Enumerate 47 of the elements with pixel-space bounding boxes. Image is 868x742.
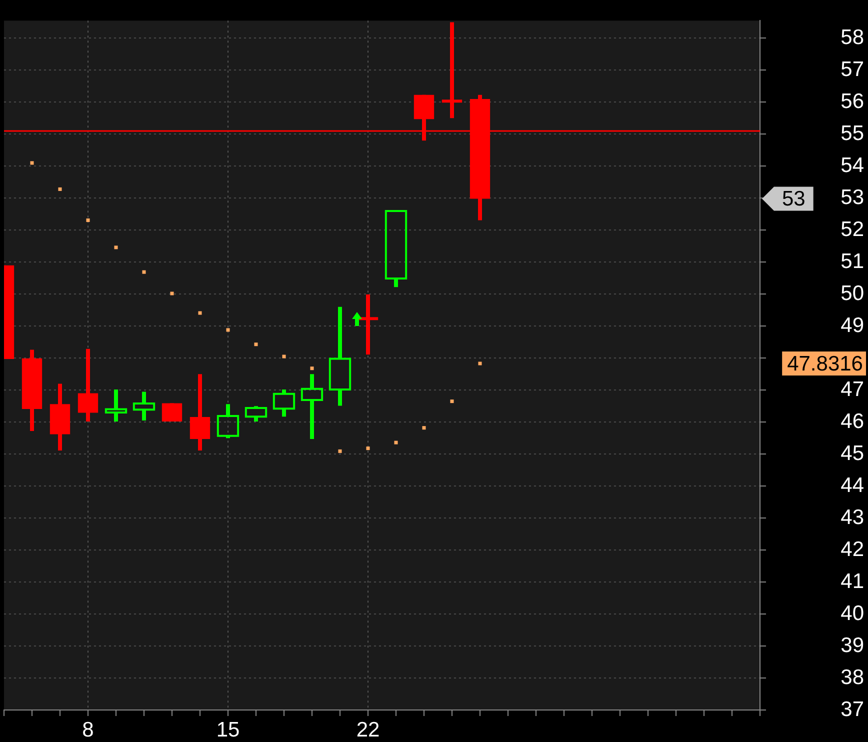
point [170, 292, 174, 296]
y-tick-label: 54 [840, 154, 864, 177]
y-tick-label: 45 [840, 442, 864, 465]
x-tick-label: 22 [356, 718, 380, 742]
point [282, 354, 286, 358]
candlestick [190, 374, 210, 451]
point [198, 311, 202, 315]
y-tick-label: 47 [840, 378, 864, 401]
y-tick-label: 41 [840, 570, 864, 593]
point [338, 449, 342, 453]
y-tick-label: 57 [840, 58, 864, 81]
point [366, 446, 370, 450]
y-tick-label: 58 [840, 26, 864, 49]
y-tick-label: 38 [840, 666, 864, 689]
point [254, 342, 258, 346]
point [114, 246, 118, 250]
point [86, 218, 90, 222]
y-tick-label: 52 [840, 218, 864, 241]
point [142, 270, 146, 274]
y-tick-label: 40 [840, 602, 864, 625]
point [30, 161, 34, 165]
y-tick-label: 43 [840, 506, 864, 529]
y-tick-label: 49 [840, 314, 864, 337]
y-tick-label: 39 [840, 634, 864, 657]
y-tick-label: 53 [840, 186, 864, 209]
y-tick-label: 46 [840, 410, 864, 433]
candlestick [162, 403, 182, 422]
point [226, 328, 230, 332]
point [58, 187, 62, 191]
text: 53 [782, 188, 806, 211]
y-tick-label: 55 [840, 122, 864, 145]
text: 47.8316 [787, 352, 863, 376]
point [478, 362, 482, 366]
candlestick [78, 348, 98, 422]
point [394, 440, 398, 444]
y-tick-label: 44 [840, 474, 864, 497]
y-tick-label: 56 [840, 90, 864, 113]
y-tick-label: 51 [840, 250, 864, 273]
x-tick-label: 8 [82, 718, 94, 742]
point [422, 426, 426, 430]
y-tick-label: 42 [840, 538, 864, 561]
y-tick-label: 37 [840, 698, 864, 721]
candlestick [442, 22, 462, 118]
y-tick-label: 50 [840, 282, 864, 305]
point [310, 366, 314, 370]
x-tick-label: 15 [216, 718, 240, 742]
point [450, 400, 454, 404]
